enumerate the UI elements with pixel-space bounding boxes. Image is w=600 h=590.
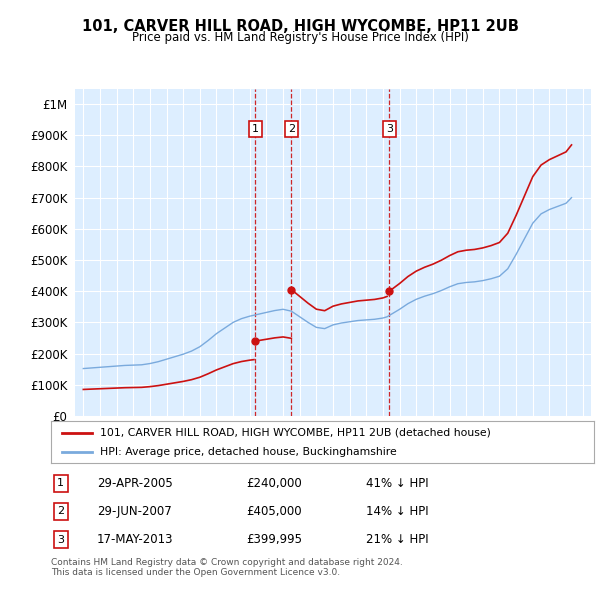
Text: £405,000: £405,000 bbox=[247, 505, 302, 518]
Text: 21% ↓ HPI: 21% ↓ HPI bbox=[366, 533, 428, 546]
Text: 1: 1 bbox=[57, 478, 64, 488]
Text: 2: 2 bbox=[288, 124, 295, 134]
Text: 17-MAY-2013: 17-MAY-2013 bbox=[97, 533, 173, 546]
Text: 14% ↓ HPI: 14% ↓ HPI bbox=[366, 505, 428, 518]
Text: HPI: Average price, detached house, Buckinghamshire: HPI: Average price, detached house, Buck… bbox=[100, 447, 397, 457]
Text: 3: 3 bbox=[57, 535, 64, 545]
Text: 29-JUN-2007: 29-JUN-2007 bbox=[97, 505, 172, 518]
Text: Contains HM Land Registry data © Crown copyright and database right 2024.
This d: Contains HM Land Registry data © Crown c… bbox=[51, 558, 403, 577]
Text: 41% ↓ HPI: 41% ↓ HPI bbox=[366, 477, 428, 490]
Text: 29-APR-2005: 29-APR-2005 bbox=[97, 477, 173, 490]
Text: 3: 3 bbox=[386, 124, 393, 134]
Text: £399,995: £399,995 bbox=[247, 533, 302, 546]
Text: 101, CARVER HILL ROAD, HIGH WYCOMBE, HP11 2UB: 101, CARVER HILL ROAD, HIGH WYCOMBE, HP1… bbox=[82, 19, 518, 34]
Text: 1: 1 bbox=[252, 124, 259, 134]
Text: Price paid vs. HM Land Registry's House Price Index (HPI): Price paid vs. HM Land Registry's House … bbox=[131, 31, 469, 44]
Text: 2: 2 bbox=[57, 506, 64, 516]
Text: 101, CARVER HILL ROAD, HIGH WYCOMBE, HP11 2UB (detached house): 101, CARVER HILL ROAD, HIGH WYCOMBE, HP1… bbox=[100, 428, 491, 438]
Text: £240,000: £240,000 bbox=[247, 477, 302, 490]
